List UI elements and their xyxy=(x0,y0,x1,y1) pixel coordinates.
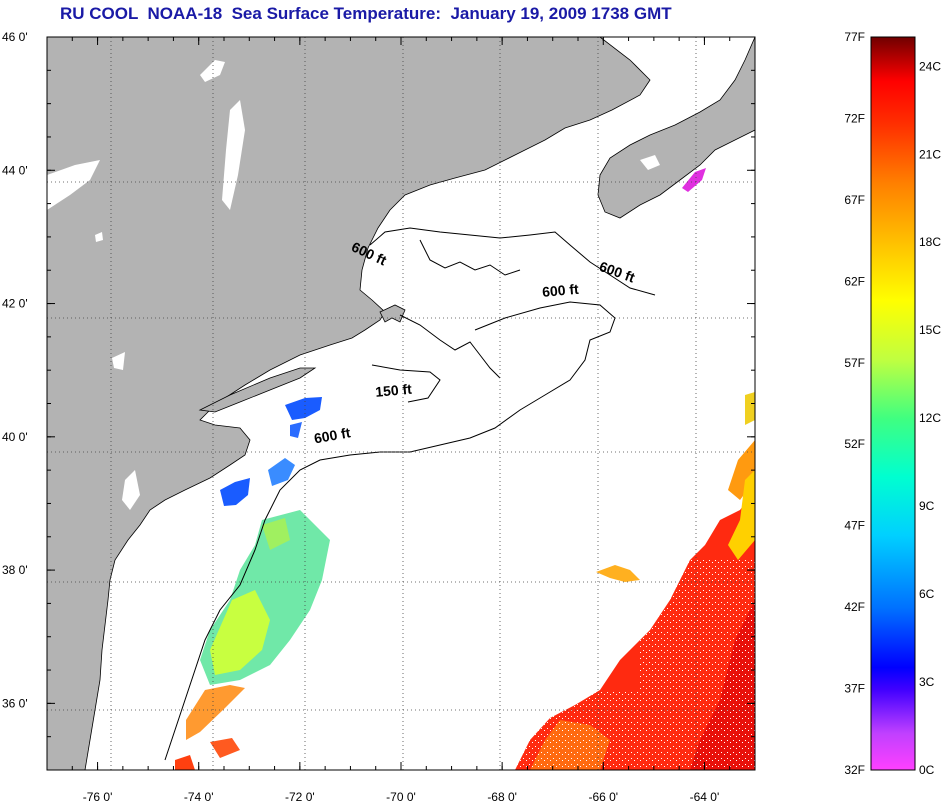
sst-cold-shelf-2 xyxy=(290,422,302,438)
colorbar-f-label: 37F xyxy=(844,682,865,696)
sst-patch-mid xyxy=(596,565,640,582)
sst-patch-cold-ns xyxy=(682,168,706,192)
y-tick-label: 36 0' xyxy=(2,696,28,710)
lake-ontario xyxy=(47,160,100,210)
colorbar-f-label: 72F xyxy=(844,111,865,125)
sst-cold-shelf-3 xyxy=(220,478,250,506)
sst-yellow-edge xyxy=(728,470,755,560)
colorbar-c-label: 18C xyxy=(919,235,941,249)
x-tick-label: -64 0' xyxy=(690,790,720,804)
colorbar-c-label: 21C xyxy=(919,147,941,161)
colorbar-f-label: 52F xyxy=(844,437,865,451)
colorbar: 77F 72F 67F 62F 57F 52F 47F 42F 37F 32F 24C 21C 18C… xyxy=(844,30,941,777)
x-tick-label: -72 0' xyxy=(285,790,315,804)
colorbar-c-label: 6C xyxy=(919,587,935,601)
map-title: RU COOL NOAA-18 Sea Surface Temperature:… xyxy=(60,4,672,23)
y-tick-label: 40 0' xyxy=(2,430,28,444)
delaware-bay xyxy=(122,470,140,510)
y-tick-label: 44 0' xyxy=(2,163,28,177)
colorbar-f-label: 77F xyxy=(844,30,865,44)
contour-600ft-gom xyxy=(369,227,656,296)
contour-150ft xyxy=(371,364,441,403)
sst-slope-yellow xyxy=(210,590,270,675)
x-axis: -76 0' -74 0' -72 0' -70 0' -68 0' -66 0' -64 … xyxy=(46,37,756,804)
colorbar-f-label: 47F xyxy=(844,519,865,533)
x-tick-label: -66 0' xyxy=(588,790,618,804)
contour-gom-inner xyxy=(419,239,521,276)
colorbar-gradient xyxy=(870,36,916,771)
x-tick-label: -68 0' xyxy=(487,790,517,804)
land-cape-cod xyxy=(379,304,406,323)
land-mainland xyxy=(47,37,651,770)
contour-gb xyxy=(399,314,501,379)
colorbar-c-labels: 24C 21C 18C 15C 12C 9C 6C 3C 0C xyxy=(919,59,941,777)
colorbar-f-label: 67F xyxy=(844,193,865,207)
lake-champlain xyxy=(222,100,245,210)
y-tick-label: 42 0' xyxy=(2,297,28,311)
inland-water-layer xyxy=(47,60,660,670)
colorbar-f-label: 32F xyxy=(844,763,865,777)
colorbar-f-label: 62F xyxy=(844,274,865,288)
colorbar-f-label: 57F xyxy=(844,356,865,370)
colorbar-c-label: 3C xyxy=(919,675,935,689)
land-nova-scotia xyxy=(597,37,755,219)
y-axis: 46 0' 44 0' 42 0' 40 0' 38 0' 36 0' xyxy=(2,30,755,771)
colorbar-f-labels: 77F 72F 67F 62F 57F 52F 47F 42F 37F 32F xyxy=(844,30,865,777)
sst-cold-shelf-4 xyxy=(268,458,295,486)
sst-patch-south xyxy=(186,685,245,740)
x-tick-label: -74 0' xyxy=(184,790,214,804)
y-tick-label: 38 0' xyxy=(2,563,28,577)
colorbar-c-label: 12C xyxy=(919,411,941,425)
x-tick-label: -70 0' xyxy=(386,790,416,804)
contour-label: 150 ft xyxy=(375,381,413,400)
sst-patch-ne xyxy=(745,392,755,425)
y-tick-label: 46 0' xyxy=(2,30,28,44)
sst-slope-upper xyxy=(262,518,290,550)
x-tick-label: -76 0' xyxy=(83,790,113,804)
sst-cold-shelf-1 xyxy=(285,397,322,420)
colorbar-c-label: 24C xyxy=(919,59,941,73)
colorbar-c-label: 9C xyxy=(919,499,935,513)
colorbar-c-label: 15C xyxy=(919,323,941,337)
chesapeake-bay xyxy=(160,535,192,670)
land-long-island xyxy=(198,367,317,413)
sst-data-layer xyxy=(175,168,755,770)
land-layer xyxy=(47,37,755,770)
contour-600ft-shelf xyxy=(164,301,616,761)
contour-label: 600 ft xyxy=(313,424,352,446)
colorbar-c-label: 0C xyxy=(919,763,935,777)
contour-label: 600 ft xyxy=(541,281,579,300)
colorbar-f-label: 42F xyxy=(844,600,865,614)
bathymetry-contours xyxy=(164,227,656,761)
